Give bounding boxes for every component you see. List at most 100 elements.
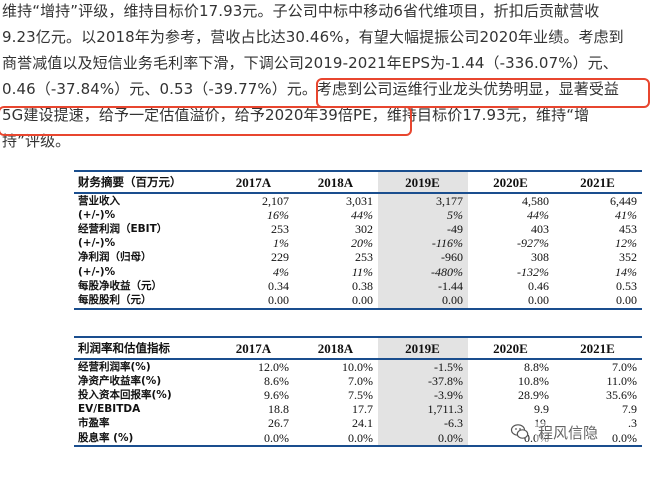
column-header: 2020E bbox=[468, 336, 554, 360]
table-cell: 352 bbox=[619, 250, 637, 265]
table-title: 财务摘要（百万元） bbox=[74, 170, 214, 194]
row-label: 股息率 (%) bbox=[74, 430, 214, 448]
table-row: (+/-)% 1% 20% -116% -927% 12% bbox=[74, 236, 642, 251]
table-cell: 4% bbox=[273, 264, 289, 279]
column-header: 2021E bbox=[554, 336, 642, 360]
table-row: 投入资本回报率(%) 9.6% 7.5% -3.9% 28.9% 35.6% bbox=[74, 388, 642, 403]
table-cell: 12% bbox=[615, 236, 637, 251]
wechat-icon bbox=[510, 424, 529, 439]
table-row: EV/EBITDA 18.8 17.7 1,711.3 9.9 7.9 bbox=[74, 402, 642, 417]
table-header-row: 利润率和估值指标 2017A 2018A 2019E 2020E 2021E bbox=[74, 336, 642, 360]
column-header: 2019E bbox=[378, 170, 468, 194]
watermark-text: 程风信隐 bbox=[536, 421, 601, 443]
table-cell: 1,711.3 bbox=[378, 402, 468, 417]
row-label: 市盈率 bbox=[78, 417, 110, 430]
table-cell: 28.9% bbox=[518, 388, 549, 402]
table-cell: 0.00 bbox=[294, 293, 378, 310]
table-cell: -1.5% bbox=[378, 359, 468, 375]
table-cell: 10.8% bbox=[518, 374, 549, 388]
table-cell: 0.0% bbox=[294, 430, 378, 448]
table-cell: 7.0% bbox=[348, 374, 373, 388]
table-cell: 308 bbox=[531, 250, 549, 265]
table-cell: 0.00 bbox=[214, 293, 294, 310]
financial-summary-table: 财务摘要（百万元） 2017A 2018A 2019E 2020E 2021E 营业收入 2,… bbox=[74, 170, 642, 310]
table-cell: 10.0% bbox=[342, 359, 373, 374]
column-header: 2020E bbox=[468, 170, 554, 194]
highlight-box-upper bbox=[316, 78, 650, 108]
table-cell: -6.3 bbox=[378, 416, 468, 431]
row-label: (+/-)% bbox=[78, 208, 116, 221]
table-row: 经营利润率(%) 12.0% 10.0% -1.5% 8.8% 7.0% bbox=[74, 359, 642, 375]
table-cell: 453 bbox=[619, 222, 637, 236]
watermark: 程风信隐 bbox=[510, 420, 651, 444]
table-cell: 11.0% bbox=[606, 374, 637, 388]
table-cell: 0.00 bbox=[378, 293, 468, 310]
table-cell: 14% bbox=[615, 264, 637, 279]
table-cell: -927% bbox=[517, 236, 549, 251]
table-cell: 17.7 bbox=[352, 402, 373, 417]
row-label: 经营利润（EBIT） bbox=[78, 222, 168, 235]
table-cell: 2,107 bbox=[262, 193, 289, 208]
table-cell: 7.9 bbox=[622, 402, 637, 417]
table-cell: -116% bbox=[378, 236, 468, 251]
row-label: (+/-)% bbox=[78, 265, 116, 278]
paragraph-line-5: 5G建设提速，给予一定估值溢价，给予2020年39倍PE，维持目标价17.93元… bbox=[2, 106, 590, 124]
table-cell: 0.00 bbox=[468, 293, 554, 310]
column-header: 2017A bbox=[214, 336, 294, 360]
table-cell: 0.53 bbox=[616, 279, 637, 293]
table-cell: -37.8% bbox=[378, 374, 468, 389]
table-cell: 0.46 bbox=[528, 279, 549, 293]
paragraph-line-4: 0.46（-37.84%）元、0.53（-39.77%）元。考虑到公司运维行业龙… bbox=[2, 80, 620, 98]
table-cell: 1% bbox=[273, 236, 289, 251]
column-header: 2017A bbox=[214, 170, 294, 194]
table-cell: 302 bbox=[355, 222, 373, 236]
table-cell: 0.34 bbox=[268, 279, 289, 293]
table-cell: -132% bbox=[517, 264, 549, 279]
table-cell: 403 bbox=[531, 222, 549, 236]
row-label: (+/-)% bbox=[78, 237, 116, 250]
row-label: EV/EBITDA bbox=[78, 403, 141, 416]
table-cell: 3,031 bbox=[346, 193, 373, 208]
table-cell: 7.0% bbox=[612, 359, 637, 374]
table-cell: 35.6% bbox=[606, 388, 637, 402]
table-cell: 253 bbox=[271, 222, 289, 236]
table-cell: 7.5% bbox=[348, 388, 373, 402]
row-label: 每股股利（元） bbox=[74, 293, 214, 310]
table-row: 净资产收益率(%) 8.6% 7.0% -37.8% 10.8% 11.0% bbox=[74, 374, 642, 389]
row-label: 净资产收益率(%) bbox=[78, 374, 162, 387]
highlight-box-lower bbox=[0, 106, 412, 136]
table-row: 每股股利（元） 0.00 0.00 0.00 0.00 0.00 bbox=[74, 293, 642, 310]
row-label: 净利润（归母） bbox=[78, 251, 152, 264]
row-label: 每股净收益（元） bbox=[78, 279, 162, 292]
table-cell: 6,449 bbox=[610, 193, 637, 208]
table-cell: 12.0% bbox=[258, 359, 289, 374]
column-header: 2018A bbox=[294, 170, 378, 194]
table-cell: 5% bbox=[378, 208, 468, 223]
table-cell: -49 bbox=[378, 222, 468, 237]
table-cell: 18.8 bbox=[268, 402, 289, 417]
valuation-metrics-table: 利润率和估值指标 2017A 2018A 2019E 2020E 2021E 经营利润率(%… bbox=[74, 336, 642, 448]
table-cell: 229 bbox=[271, 250, 289, 265]
table-row: 净利润（归母） 229 253 -960 308 352 bbox=[74, 250, 642, 265]
paragraph-line-2: 9.23亿元。以2018年为参考，营收占比达30.46%，有望大幅提振公司202… bbox=[2, 28, 624, 46]
table-cell: 0.38 bbox=[352, 279, 373, 293]
row-label: 投入资本回报率(%) bbox=[78, 388, 172, 401]
column-header: 2018A bbox=[294, 336, 378, 360]
table-cell: 0.0% bbox=[468, 430, 554, 448]
table-cell: 44% bbox=[527, 208, 549, 222]
table-cell: 3,177 bbox=[378, 193, 468, 209]
row-label: 营业收入 bbox=[78, 194, 120, 207]
table-cell: -1.44 bbox=[378, 279, 468, 294]
table-cell: 0.0% bbox=[378, 430, 468, 448]
paragraph-line-6: 持”评级。 bbox=[2, 132, 71, 150]
table-cell: 4,580 bbox=[522, 193, 549, 208]
table-cell: 26.7 bbox=[268, 416, 289, 431]
column-header: 2019E bbox=[378, 336, 468, 360]
row-label: 经营利润率(%) bbox=[78, 360, 151, 373]
table-header-row: 财务摘要（百万元） 2017A 2018A 2019E 2020E 2021E bbox=[74, 170, 642, 194]
column-header: 2021E bbox=[554, 170, 642, 194]
table-cell: 0.00 bbox=[554, 293, 642, 310]
table-cell: 9.9 bbox=[534, 402, 549, 417]
table-row: 股息率 (%)0.0%0.0%0.0%0.0%0.0% bbox=[74, 430, 642, 448]
table-cell: 11% bbox=[351, 264, 373, 279]
